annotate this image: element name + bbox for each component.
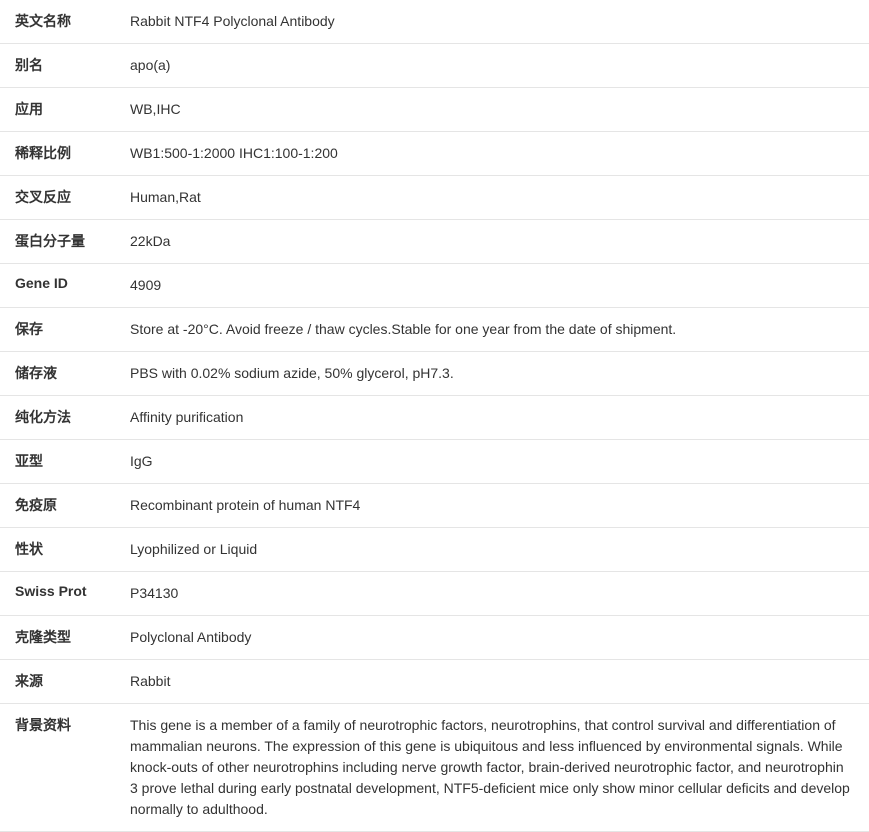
table-row: 储存液 PBS with 0.02% sodium azide, 50% gly… <box>0 352 869 396</box>
row-label: 应用 <box>0 88 120 132</box>
table-row: 背景资料 This gene is a member of a family o… <box>0 704 869 832</box>
row-label: 来源 <box>0 660 120 704</box>
row-value: This gene is a member of a family of neu… <box>120 704 869 832</box>
row-label: 免疫原 <box>0 484 120 528</box>
row-value: 22kDa <box>120 220 869 264</box>
row-label: 背景资料 <box>0 704 120 832</box>
row-value: Affinity purification <box>120 396 869 440</box>
row-label: 英文名称 <box>0 0 120 44</box>
row-value: P34130 <box>120 572 869 616</box>
row-label: 蛋白分子量 <box>0 220 120 264</box>
table-row: 稀释比例 WB1:500-1:2000 IHC1:100-1:200 <box>0 132 869 176</box>
row-value: Recombinant protein of human NTF4 <box>120 484 869 528</box>
table-row: 应用 WB,IHC <box>0 88 869 132</box>
table-row: 交叉反应 Human,Rat <box>0 176 869 220</box>
table-row: 来源 Rabbit <box>0 660 869 704</box>
row-label: 别名 <box>0 44 120 88</box>
table-body: 英文名称 Rabbit NTF4 Polyclonal Antibody 别名 … <box>0 0 869 832</box>
row-value: Polyclonal Antibody <box>120 616 869 660</box>
row-value: Human,Rat <box>120 176 869 220</box>
row-label: Gene ID <box>0 264 120 308</box>
row-value: Lyophilized or Liquid <box>120 528 869 572</box>
table-row: 别名 apo(a) <box>0 44 869 88</box>
row-value: WB,IHC <box>120 88 869 132</box>
table-row: 蛋白分子量 22kDa <box>0 220 869 264</box>
table-row: 性状 Lyophilized or Liquid <box>0 528 869 572</box>
row-label: 稀释比例 <box>0 132 120 176</box>
specification-table: 英文名称 Rabbit NTF4 Polyclonal Antibody 别名 … <box>0 0 869 832</box>
row-label: Swiss Prot <box>0 572 120 616</box>
row-value: WB1:500-1:2000 IHC1:100-1:200 <box>120 132 869 176</box>
table-row: 免疫原 Recombinant protein of human NTF4 <box>0 484 869 528</box>
table-row: Swiss Prot P34130 <box>0 572 869 616</box>
row-value: 4909 <box>120 264 869 308</box>
row-value: apo(a) <box>120 44 869 88</box>
table-row: 克隆类型 Polyclonal Antibody <box>0 616 869 660</box>
row-value: PBS with 0.02% sodium azide, 50% glycero… <box>120 352 869 396</box>
table-row: 保存 Store at -20°C. Avoid freeze / thaw c… <box>0 308 869 352</box>
row-label: 克隆类型 <box>0 616 120 660</box>
row-value: IgG <box>120 440 869 484</box>
table-row: 纯化方法 Affinity purification <box>0 396 869 440</box>
table-row: 英文名称 Rabbit NTF4 Polyclonal Antibody <box>0 0 869 44</box>
row-label: 纯化方法 <box>0 396 120 440</box>
row-value: Store at -20°C. Avoid freeze / thaw cycl… <box>120 308 869 352</box>
row-value: Rabbit NTF4 Polyclonal Antibody <box>120 0 869 44</box>
table-row: Gene ID 4909 <box>0 264 869 308</box>
row-label: 储存液 <box>0 352 120 396</box>
table-row: 亚型 IgG <box>0 440 869 484</box>
row-label: 亚型 <box>0 440 120 484</box>
row-label: 交叉反应 <box>0 176 120 220</box>
row-label: 性状 <box>0 528 120 572</box>
row-value: Rabbit <box>120 660 869 704</box>
row-label: 保存 <box>0 308 120 352</box>
